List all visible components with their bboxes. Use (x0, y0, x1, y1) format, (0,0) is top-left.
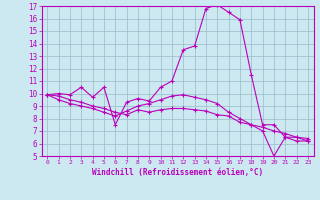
X-axis label: Windchill (Refroidissement éolien,°C): Windchill (Refroidissement éolien,°C) (92, 168, 263, 177)
